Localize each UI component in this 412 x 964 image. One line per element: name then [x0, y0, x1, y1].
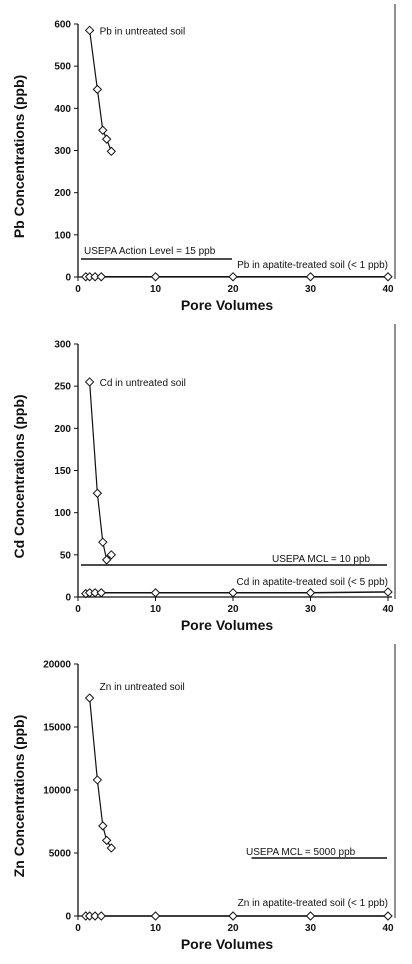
y-tick-label: 0	[65, 273, 71, 284]
x-tick-label: 10	[150, 284, 162, 295]
untreated-data-point	[106, 843, 117, 853]
treated-data-point	[90, 272, 100, 282]
treated-series-label: Cd in apatite-treated soil (< 5 ppb)	[237, 577, 388, 588]
x-tick-label: 40	[382, 284, 394, 295]
panel-2: 0 50 100 150 200 250 300 0 10 20 30 40 Pore Volumes C…	[11, 324, 396, 633]
x-tick-label: 10	[150, 923, 162, 934]
y-tick-label: 100	[54, 508, 71, 519]
treated-data-point	[150, 588, 161, 598]
y-axis-title: Zn Concentrations (ppb)	[11, 715, 27, 878]
untreated-series-line	[89, 381, 112, 562]
untreated-series-label: Zn in untreated soil	[100, 682, 185, 693]
untreated-data-point	[92, 488, 103, 498]
x-tick-label: 40	[382, 604, 394, 615]
untreated-data-point	[98, 125, 108, 135]
y-tick-label: 200	[54, 424, 71, 435]
treated-series-label: Pb in apatite-treated soil (< 1 ppb)	[237, 260, 388, 271]
treated-data-point	[383, 587, 393, 597]
untreated-series-label: Pb in untreated soil	[100, 26, 186, 37]
x-axis-title: Pore Volumes	[181, 936, 274, 952]
y-tick-label: 15000	[43, 723, 71, 734]
untreated-data-point	[98, 537, 108, 547]
treated-data-point	[96, 911, 106, 921]
x-tick-label: 20	[227, 284, 239, 295]
x-tick-label: 10	[150, 604, 162, 615]
treated-series-label: Zn in apatite-treated soil (< 1 ppb)	[238, 898, 388, 909]
untreated-data-point	[92, 775, 103, 785]
y-tick-label: 250	[54, 382, 71, 393]
y-tick-label: 150	[54, 466, 71, 477]
reference-line-label: USEPA MCL = 10 ppb	[272, 554, 371, 565]
treated-data-point	[305, 911, 316, 921]
x-axis-title: Pore Volumes	[181, 617, 274, 633]
x-tick-label: 20	[227, 923, 239, 934]
treated-data-point	[305, 588, 316, 598]
x-tick-label: 30	[305, 923, 317, 934]
y-tick-label: 400	[54, 104, 71, 115]
x-axis-title: Pore Volumes	[181, 297, 274, 313]
y-tick-label: 200	[54, 188, 71, 199]
treated-data-point	[383, 911, 393, 921]
y-tick-label: 300	[54, 146, 71, 157]
treated-data-point	[228, 911, 238, 921]
treated-data-point	[150, 272, 161, 282]
y-tick-label: 500	[54, 62, 71, 73]
treated-data-point	[228, 588, 238, 598]
x-tick-label: 20	[227, 604, 239, 615]
x-tick-label: 0	[75, 923, 81, 934]
treated-data-point	[383, 272, 393, 282]
panel-1: 0 100 200 300 400 500 600 0 10 20 30 40 Pore Volumes…	[11, 4, 396, 313]
x-tick-label: 0	[75, 284, 81, 295]
y-tick-label: 0	[65, 912, 71, 923]
y-tick-label: 5000	[49, 849, 72, 860]
y-tick-label: 10000	[43, 786, 71, 797]
treated-data-point	[305, 272, 316, 282]
untreated-data-point	[84, 377, 95, 387]
reference-line-label: USEPA MCL = 5000 ppb	[246, 847, 356, 858]
y-tick-label: 0	[65, 593, 71, 604]
x-tick-label: 40	[382, 923, 394, 934]
untreated-data-point	[101, 134, 112, 144]
untreated-series-label: Cd in untreated soil	[100, 378, 186, 389]
untreated-data-point	[84, 25, 95, 36]
reference-line-label: USEPA Action Level = 15 ppb	[84, 246, 216, 257]
y-tick-label: 50	[60, 550, 72, 561]
untreated-data-point	[101, 555, 112, 565]
untreated-data-point	[92, 84, 103, 95]
untreated-data-point	[106, 550, 117, 560]
y-tick-label: 600	[54, 20, 71, 31]
untreated-data-point	[101, 835, 112, 846]
treated-data-point	[228, 272, 238, 282]
x-tick-label: 0	[75, 604, 81, 615]
y-tick-label: 300	[54, 340, 71, 351]
y-axis-title: Pb Concentrations (ppb)	[11, 75, 27, 238]
untreated-data-point	[98, 821, 108, 831]
untreated-data-point	[84, 693, 95, 703]
y-axis-title: Cd Concentrations (ppb)	[11, 394, 27, 558]
y-tick-label: 100	[54, 230, 71, 241]
treated-data-point	[90, 911, 100, 921]
treated-data-point	[96, 272, 106, 282]
treated-data-point	[90, 588, 100, 598]
y-tick-label: 20000	[43, 660, 71, 671]
x-tick-label: 30	[305, 604, 317, 615]
treated-data-point	[96, 588, 106, 598]
x-tick-label: 30	[305, 284, 317, 295]
panel-3: 0 5000 10000 15000 20000 0 10 20 30 40 Pore Volume…	[11, 644, 396, 952]
untreated-data-point	[106, 146, 117, 157]
treated-data-point	[150, 911, 161, 921]
